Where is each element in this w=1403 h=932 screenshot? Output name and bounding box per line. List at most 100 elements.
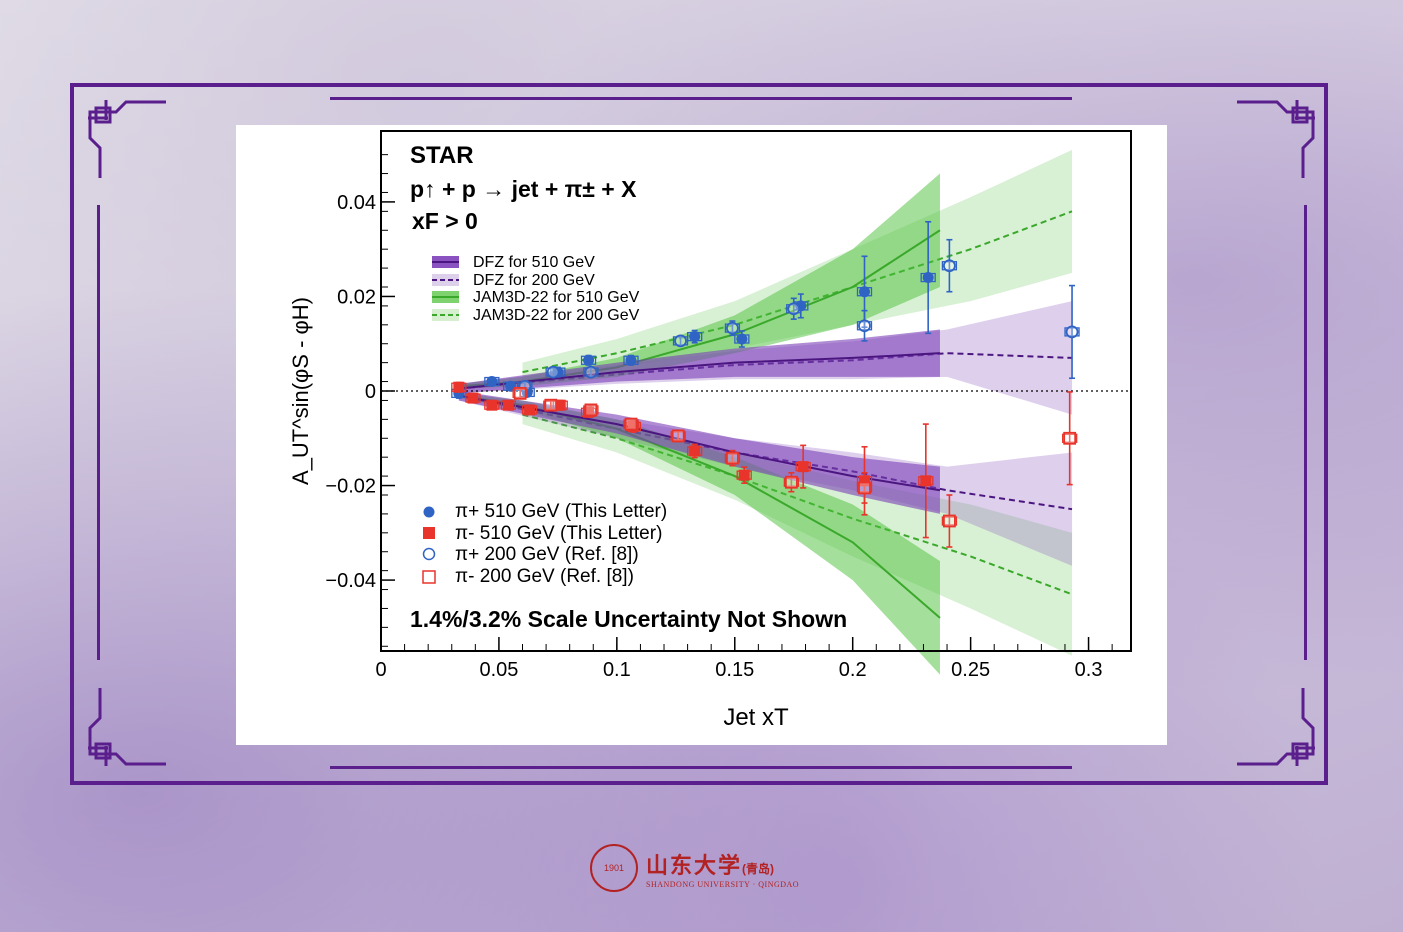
data-point — [784, 475, 798, 489]
seal-year: 1901 — [603, 863, 625, 873]
legend-swatch-dfz200 — [432, 274, 459, 286]
legend-label: DFZ for 200 GeV — [473, 272, 595, 289]
y-tick-label: −0.04 — [325, 570, 376, 592]
model-legend: DFZ for 510 GeV DFZ for 200 GeV JAM3D-22… — [432, 254, 640, 324]
corner-ornament-icon — [88, 100, 166, 178]
legend-marker-pip510 — [423, 506, 435, 518]
slide-frame — [70, 83, 1328, 785]
corner-ornament-icon — [1237, 688, 1315, 766]
data-point — [584, 365, 598, 379]
data-point — [524, 404, 536, 416]
systematic-box — [512, 388, 528, 399]
systematic-box — [583, 367, 599, 377]
university-logo: 1901 山东大学(青岛) SHANDONG UNIVERSITY · QING… — [590, 838, 820, 898]
legend-label: π+ 200 GeV (Ref. [8]) — [455, 544, 639, 565]
axis-ticks: 0 0.05 0.1 0.15 0.2 0.25 0.3 −0.04 −0.02 0 0.02 0.0… — [325, 154, 1113, 681]
y-tick-label: −0.02 — [325, 476, 376, 498]
y-tick-label: 0.04 — [337, 192, 376, 214]
data-point — [546, 365, 560, 379]
chart-panel: 0 0.05 0.1 0.15 0.2 0.25 0.3 −0.04 −0.02 0 0.02 0.0… — [236, 125, 1167, 745]
systematic-box — [543, 400, 559, 410]
curve-dfz510-pos — [458, 352, 941, 390]
data-point — [625, 354, 637, 366]
data-point — [584, 403, 598, 417]
data-point — [624, 417, 638, 431]
data-legend: π+ 510 GeV (This Letter) π- 510 GeV (Thi… — [422, 501, 667, 587]
systematic-box — [941, 516, 958, 526]
data-point — [726, 321, 739, 335]
data-point — [627, 420, 639, 432]
logo-campus: (青岛) — [742, 861, 775, 876]
model-bands — [458, 149, 1073, 675]
x-tick-label: 0 — [375, 659, 386, 681]
systematic-box — [1062, 433, 1078, 443]
data-point — [797, 461, 809, 473]
data-point — [544, 398, 558, 412]
systematic-box — [1064, 327, 1080, 337]
data-point — [738, 469, 750, 481]
systematic-box — [783, 477, 800, 487]
data-point — [942, 259, 956, 273]
data-point — [858, 286, 870, 298]
top-divider — [330, 97, 1072, 100]
curve-jam200-pos — [522, 210, 1073, 374]
legend-label: DFZ for 510 GeV — [473, 254, 595, 271]
x-tick-label: 0.25 — [951, 659, 990, 681]
band-jam200-neg — [522, 405, 1073, 656]
right-divider — [1304, 205, 1307, 660]
legend-marker-pim200 — [422, 570, 436, 584]
data-point — [453, 381, 465, 393]
data-point — [726, 451, 739, 465]
data-point — [736, 333, 748, 345]
systematic-box — [672, 336, 689, 346]
data-point — [920, 475, 932, 487]
data-point — [858, 319, 871, 333]
data-point — [583, 354, 595, 366]
data-point — [486, 376, 498, 388]
systematic-box — [856, 321, 873, 331]
data-point — [467, 392, 479, 404]
legend-marker-pip200 — [422, 547, 436, 561]
logo-name: 山东大学 — [646, 852, 743, 879]
chart-title-cut: xF > 0 — [412, 208, 478, 234]
systematic-box — [941, 261, 958, 271]
logo-english: SHANDONG UNIVERSITY · QINGDAO — [646, 879, 800, 889]
x-tick-label: 0.1 — [603, 659, 631, 681]
legend-swatch-jam200 — [432, 309, 459, 321]
data-point — [1063, 431, 1077, 445]
x-tick-label: 0.15 — [715, 659, 754, 681]
data-point — [674, 334, 687, 348]
data-point — [554, 399, 566, 411]
x-axis-label: Jet xT — [723, 704, 789, 731]
chart: 0 0.05 0.1 0.15 0.2 0.25 0.3 −0.04 −0.02 0 0.02 0.0… — [288, 130, 1132, 731]
data-point — [513, 386, 527, 400]
systematic-box — [623, 419, 639, 429]
band-dfz510-pos — [458, 329, 940, 394]
x-tick-label: 0.05 — [479, 659, 518, 681]
systematic-box — [583, 405, 599, 415]
data-point — [689, 445, 701, 457]
systematic-box — [856, 483, 873, 493]
legend-marker-pim510 — [423, 527, 435, 539]
corner-ornament-icon — [88, 688, 166, 766]
data-point — [671, 429, 685, 443]
chart-title-process: p↑ + p → jet + π± + X — [410, 176, 637, 202]
legend-label: π+ 510 GeV (This Letter) — [455, 501, 667, 522]
legend-label: π- 200 GeV (Ref. [8]) — [455, 566, 634, 587]
legend-label: π- 510 GeV (This Letter) — [455, 523, 662, 544]
band-jam510-pos — [458, 173, 940, 389]
y-tick-label: 0.02 — [337, 286, 376, 308]
y-tick-label: 0 — [365, 381, 376, 403]
data-point — [787, 302, 801, 316]
chart-title-experiment: STAR — [410, 142, 474, 169]
data-point — [583, 406, 595, 418]
data-points — [451, 220, 1080, 548]
data-point — [922, 272, 934, 284]
data-point — [502, 399, 514, 411]
data-point — [486, 399, 498, 411]
data-point — [858, 481, 871, 495]
legend-label: JAM3D-22 for 510 GeV — [473, 289, 640, 306]
corner-ornament-icon — [1237, 100, 1315, 178]
systematic-box — [724, 453, 741, 463]
x-tick-label: 0.3 — [1075, 659, 1103, 681]
